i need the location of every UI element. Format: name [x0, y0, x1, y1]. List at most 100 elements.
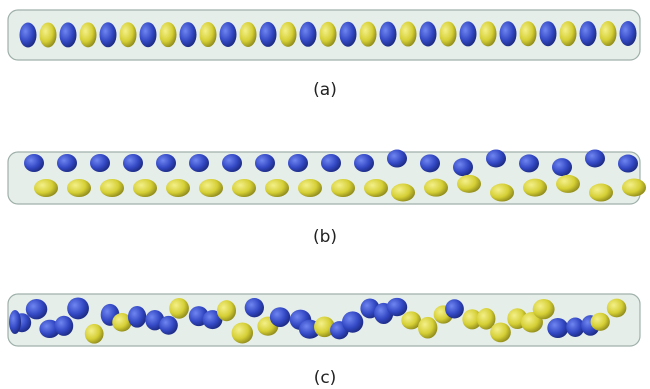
particle	[19, 22, 37, 48]
particle	[622, 178, 646, 197]
particle	[523, 178, 547, 197]
particle	[156, 154, 176, 172]
particle	[386, 297, 408, 317]
particle	[445, 299, 464, 319]
particle	[112, 313, 132, 332]
particle	[490, 322, 511, 343]
particle	[391, 183, 415, 202]
particle	[331, 179, 355, 197]
particle	[9, 310, 21, 334]
particle	[462, 309, 482, 330]
particle	[619, 21, 637, 46]
particle	[579, 21, 597, 47]
particle	[321, 154, 341, 172]
particle	[539, 21, 557, 47]
particle	[189, 154, 209, 172]
particle	[127, 305, 147, 328]
particle	[359, 21, 377, 47]
particle	[216, 300, 236, 322]
particle	[90, 154, 110, 172]
particle	[299, 21, 317, 47]
particle	[590, 312, 610, 331]
particle	[556, 174, 580, 193]
particle	[279, 21, 297, 47]
particle	[159, 315, 178, 335]
particle	[589, 183, 613, 202]
particle	[618, 154, 638, 173]
particle	[79, 22, 97, 48]
particle	[585, 149, 605, 168]
particle	[519, 154, 539, 173]
particle	[354, 154, 374, 172]
particle	[239, 21, 257, 47]
particle	[399, 21, 417, 47]
particle	[532, 299, 555, 320]
particle	[139, 22, 157, 48]
particle	[552, 158, 572, 177]
particle	[499, 21, 517, 47]
particle	[67, 179, 91, 197]
particle	[100, 179, 124, 197]
particle	[255, 154, 275, 172]
particle	[25, 299, 48, 320]
panel-label: (a)	[313, 80, 337, 100]
particle	[119, 22, 137, 48]
particle	[202, 310, 223, 330]
particle	[219, 22, 237, 47]
particle	[476, 308, 496, 330]
particle	[269, 307, 291, 327]
particle	[339, 21, 357, 47]
particle	[547, 318, 569, 339]
particle	[232, 179, 256, 197]
particle	[244, 297, 264, 318]
particle	[599, 21, 617, 47]
particle	[67, 297, 89, 320]
particle	[439, 21, 457, 47]
particle	[420, 154, 440, 173]
particle	[486, 149, 506, 168]
particle	[169, 297, 189, 319]
particle	[34, 179, 58, 197]
particle	[566, 317, 585, 337]
particle	[453, 158, 473, 177]
panel-label: (b)	[313, 227, 337, 247]
particle	[424, 178, 448, 197]
particle	[199, 179, 223, 197]
particle	[559, 21, 577, 47]
particle	[314, 316, 335, 338]
particle	[519, 21, 537, 47]
particle	[459, 21, 477, 47]
particle	[298, 179, 322, 197]
particle	[379, 21, 397, 47]
particle	[179, 22, 197, 48]
particle	[24, 154, 44, 172]
particle	[57, 154, 77, 172]
particle	[419, 21, 437, 47]
particle	[231, 322, 254, 344]
particle	[259, 21, 277, 47]
particle	[123, 154, 143, 172]
particle	[401, 311, 421, 330]
particle	[319, 21, 337, 47]
particle	[166, 179, 190, 197]
particle	[199, 22, 217, 48]
particle	[418, 316, 438, 339]
particle	[288, 154, 308, 172]
particle	[99, 22, 117, 48]
particle	[606, 298, 627, 318]
particle	[54, 315, 74, 336]
particle	[222, 154, 242, 172]
particle	[490, 183, 514, 202]
panel-label: (c)	[314, 368, 337, 388]
particle	[364, 179, 388, 197]
particle	[479, 21, 497, 47]
particle	[84, 323, 104, 344]
particle	[39, 22, 57, 48]
particle	[457, 174, 481, 193]
particle	[59, 22, 77, 48]
particle	[341, 311, 364, 333]
particle	[133, 179, 157, 197]
particle	[265, 179, 289, 197]
